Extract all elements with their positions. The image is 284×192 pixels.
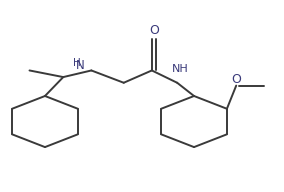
- Text: NH: NH: [172, 64, 188, 74]
- Text: N: N: [76, 59, 85, 72]
- Text: O: O: [231, 73, 241, 86]
- Text: H: H: [74, 58, 81, 68]
- Text: O: O: [149, 24, 159, 37]
